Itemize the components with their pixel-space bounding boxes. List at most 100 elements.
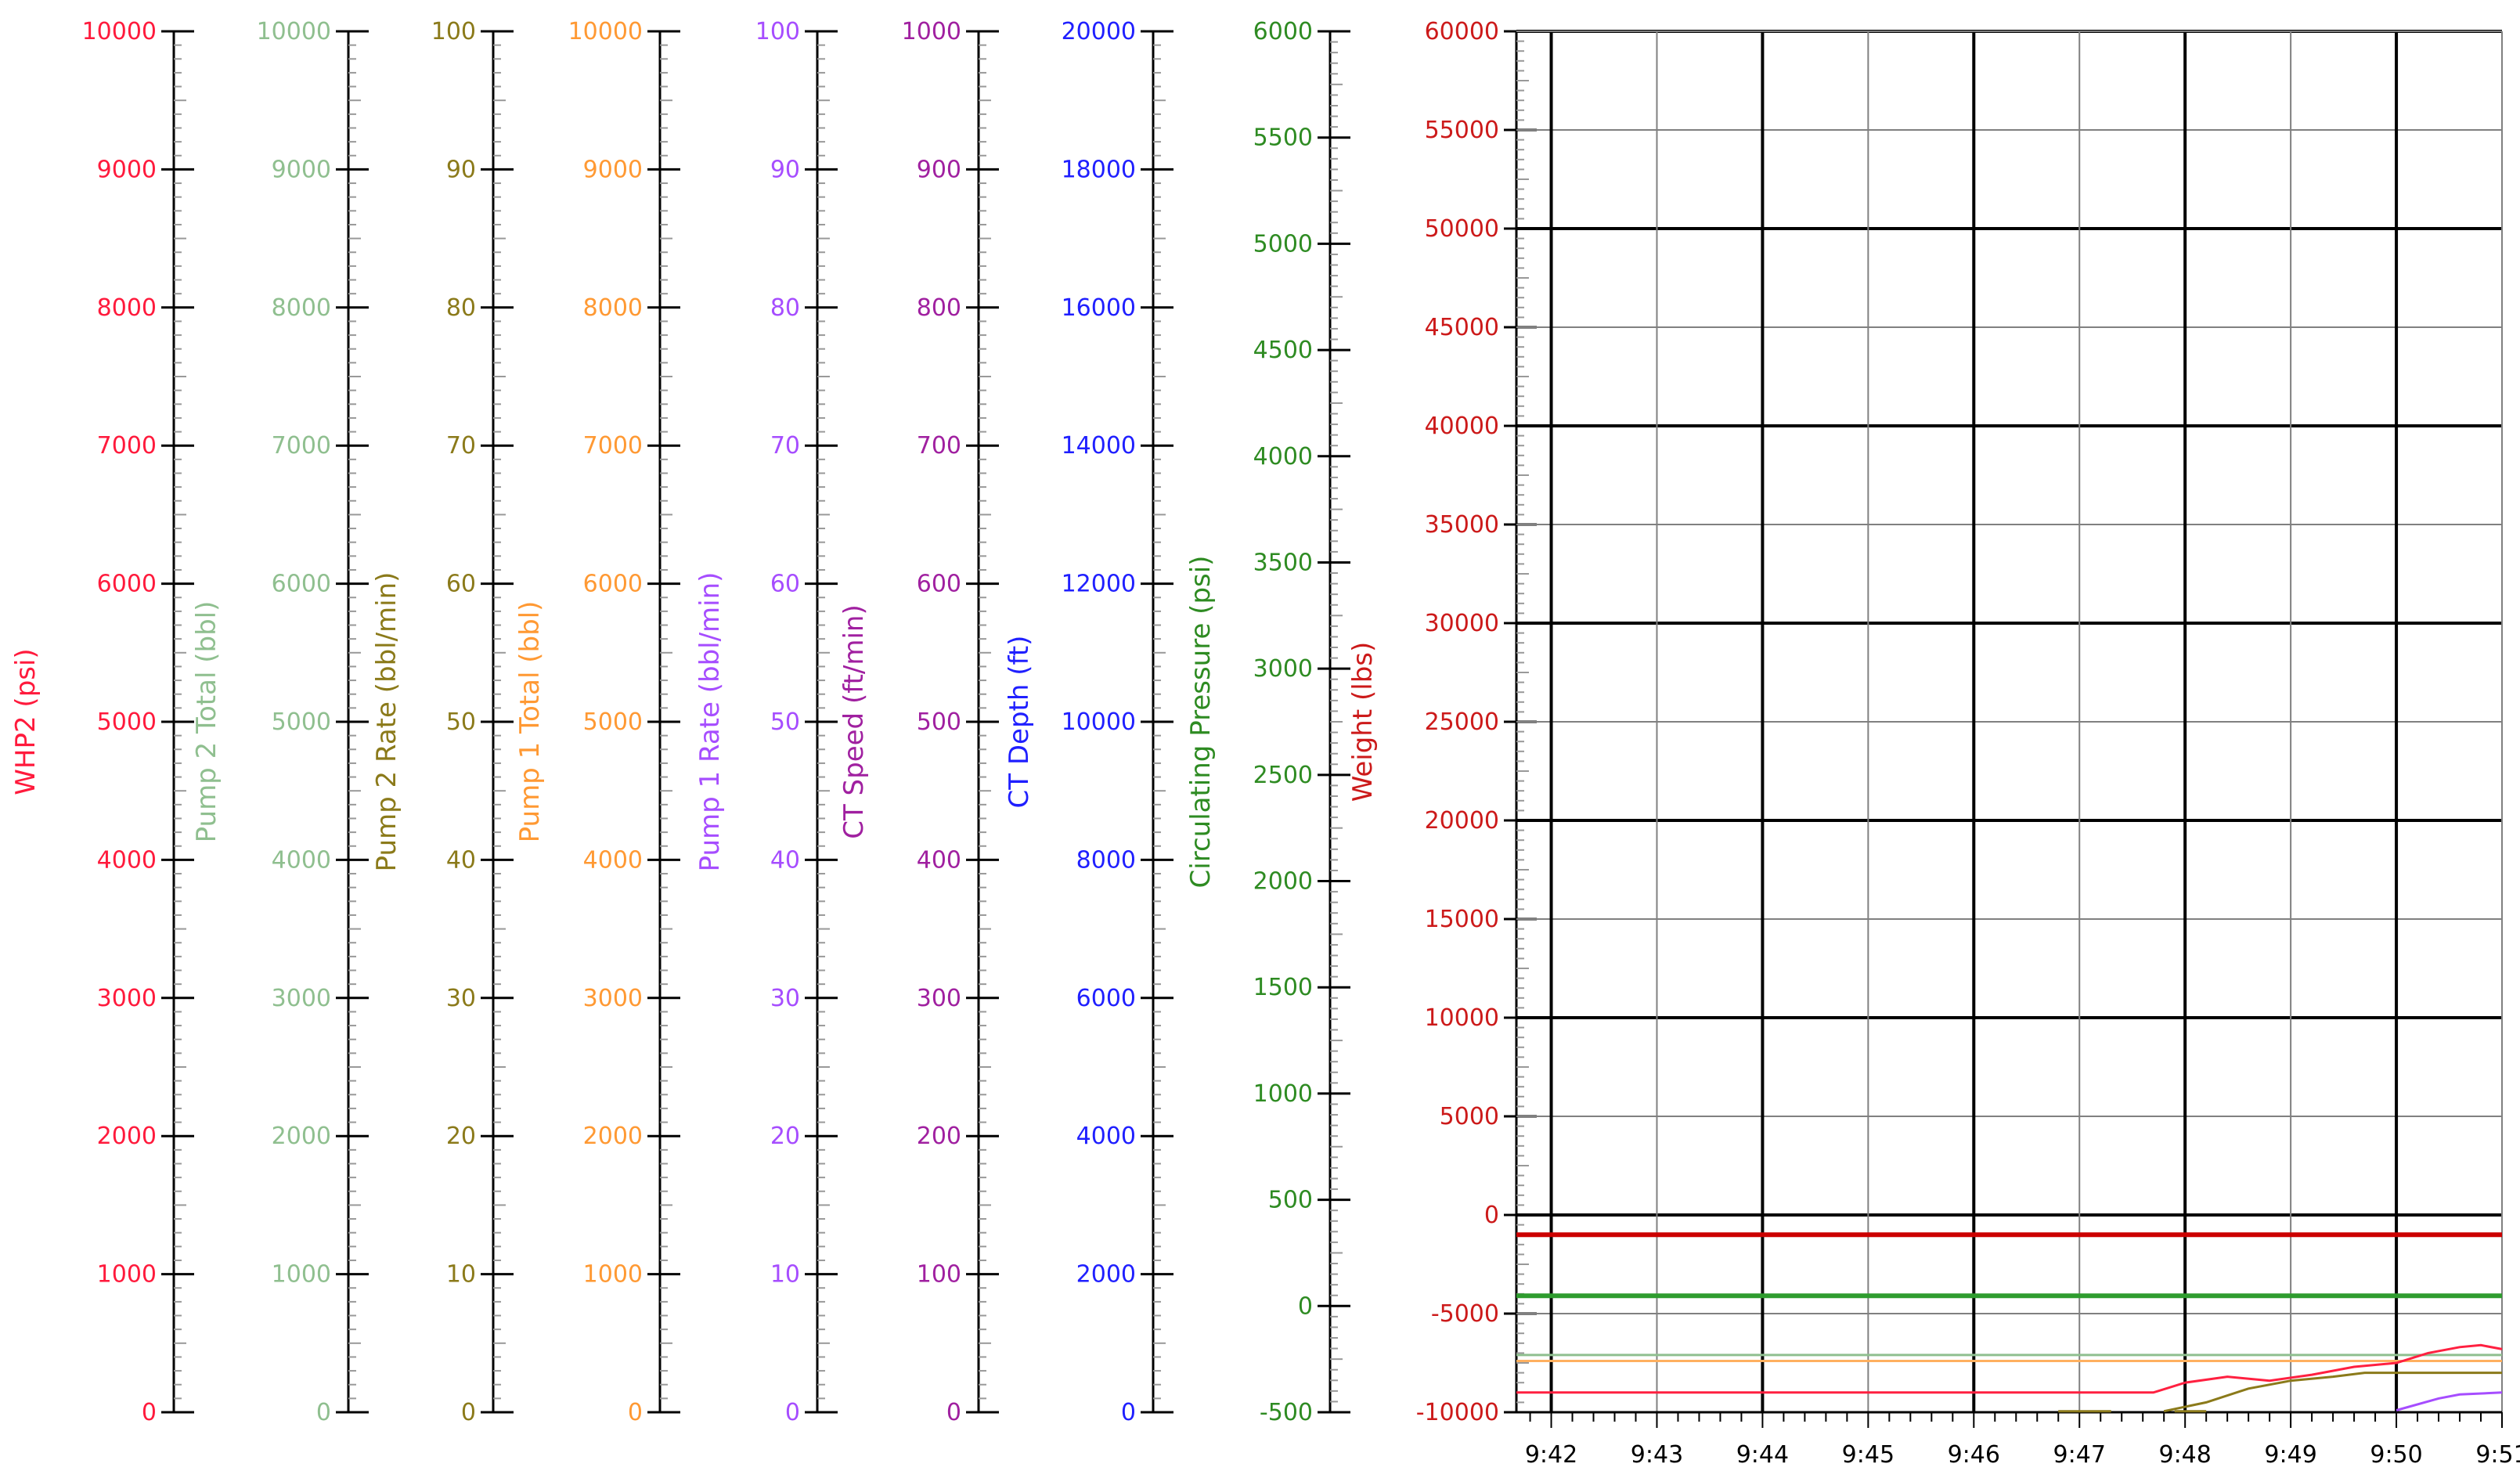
tick-label: 80 [770,294,800,322]
tick-label: 6000 [272,571,331,598]
tick-label: 8000 [583,294,643,322]
tick-label: 50 [770,708,800,736]
tick-label: 1000 [902,18,961,45]
tick-label: 0 [785,1399,800,1426]
tick-label: 9000 [272,156,331,183]
tick-label: 6000 [583,571,643,598]
tick-label: 10000 [82,18,157,45]
tick-label: 4000 [272,846,331,874]
tick-label: 0 [628,1399,643,1426]
tick-label: 10000 [257,18,331,45]
tick-label: 60000 [1425,18,1499,45]
tick-label: 3000 [583,985,643,1012]
tick-label: 300 [917,985,961,1012]
tick-label: 0 [1484,1202,1499,1229]
tick-label: 1000 [272,1261,331,1289]
axis-title: Pump 2 Total (bbl) [191,601,222,843]
tick-label: 60 [770,571,800,598]
tick-label: 15000 [1425,906,1499,933]
tick-label: 40000 [1425,413,1499,440]
tick-label: 30 [446,985,476,1012]
tick-label: 2000 [1253,868,1313,896]
tick-label: 0 [1121,1399,1136,1426]
tick-label: 7000 [97,432,157,460]
value-axis: 0 10 20 30 40 50 60 70 80 90 100 Pump 1 Rate (bbl/m… [694,18,838,1426]
tick-label: 10000 [1425,1004,1499,1032]
tick-label: 10000 [1062,708,1136,736]
tick-label: 40 [446,846,476,874]
x-tick-label: 9:51 [2475,1441,2520,1469]
tick-label: 4000 [1253,443,1313,470]
value-axis: 0 1000 2000 3000 4000 5000 6000 7000 8000 9000 100… [10,18,194,1426]
tick-label: 12000 [1062,571,1136,598]
tick-label: 4500 [1253,337,1313,364]
tick-label: 20000 [1062,18,1136,45]
tick-label: 5000 [272,708,331,736]
axis-title: Pump 1 Rate (bbl/min) [694,572,726,872]
tick-label: 8000 [1076,846,1136,874]
tick-label: 14000 [1062,432,1136,460]
tick-label: 100 [431,18,476,45]
tick-label: 2000 [583,1123,643,1150]
axes-layer: 0100020003000400050006000700080009000100… [10,18,1537,1426]
plot-area: 9:42 9:43 9:44 9:45 9:46 9:47 9:48 9:49 9:50 9:51 [1516,30,2520,1469]
tick-label: 90 [770,156,800,183]
tick-label: 90 [446,156,476,183]
tick-label: 20000 [1425,807,1499,835]
tick-label: 400 [917,846,961,874]
tick-label: 9000 [583,156,643,183]
tick-label: 30000 [1425,610,1499,637]
x-tick-label: 9:45 [1842,1441,1895,1469]
tick-label: 1000 [583,1261,643,1289]
tick-label: 2500 [1253,762,1313,789]
tick-label: 6000 [1076,985,1136,1012]
tick-label: 35000 [1425,511,1499,539]
tick-label: 9000 [97,156,157,183]
tick-label: 5000 [1440,1103,1499,1130]
axis-title: Circulating Pressure (psi) [1185,556,1217,889]
tick-label: 10000 [568,18,643,45]
x-tick-label: 9:42 [1525,1441,1577,1469]
tick-label: 3000 [1253,655,1313,683]
tick-label: 3000 [97,985,157,1012]
axis-title: CT Depth (ft) [1004,636,1035,809]
tick-label: 700 [917,432,961,460]
tick-label: 3500 [1253,549,1313,576]
tick-label: 50000 [1425,215,1499,243]
tick-label: 10 [446,1261,476,1289]
tick-label: 60 [446,571,476,598]
axis-title: CT Speed (ft/min) [838,604,870,839]
x-tick-label: 9:43 [1631,1441,1683,1469]
tick-label: 55000 [1425,117,1499,144]
x-tick-label: 9:49 [2264,1441,2316,1469]
value-axis: 0 1000 2000 3000 4000 5000 6000 7000 8000 9000 100… [191,18,369,1426]
tick-label: 5000 [97,708,157,736]
x-tick-label: 9:48 [2158,1441,2211,1469]
tick-label: 500 [917,708,961,736]
tick-label: 500 [1268,1187,1313,1214]
tick-label: 800 [917,294,961,322]
tick-label: 20 [770,1123,800,1150]
tick-label: 1500 [1253,974,1313,1001]
tick-label: 200 [917,1123,961,1150]
tick-label: 900 [917,156,961,183]
series-line [1516,1343,2503,1394]
tick-label: 2000 [272,1123,331,1150]
axis-title: WHP2 (psi) [10,648,41,795]
tick-label: 0 [142,1399,157,1426]
tick-label: 50 [446,708,476,736]
axis-title: Pump 1 Total (bbl) [514,601,546,843]
tick-label: 18000 [1062,156,1136,183]
tick-label: 7000 [272,432,331,460]
tick-label: 30 [770,985,800,1012]
axis-title: Pump 2 Rate (bbl/min) [371,572,402,872]
tick-label: 8000 [97,294,157,322]
tick-label: 70 [770,432,800,460]
tick-label: 70 [446,432,476,460]
tick-label: 8000 [272,294,331,322]
tick-label: 4000 [1076,1123,1136,1150]
tick-label: 2000 [1076,1261,1136,1289]
tick-label: 3000 [272,985,331,1012]
tick-label: 5500 [1253,124,1313,152]
